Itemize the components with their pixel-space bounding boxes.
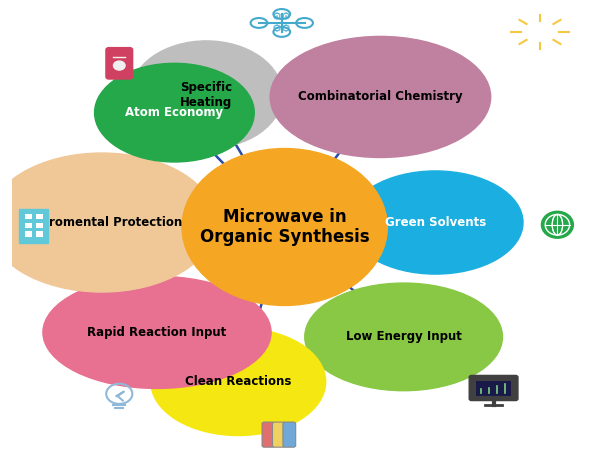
Text: Microwave in
Organic Synthesis: Microwave in Organic Synthesis	[200, 207, 369, 247]
Text: Low Energy Input: Low Energy Input	[346, 331, 462, 343]
FancyBboxPatch shape	[36, 222, 43, 228]
Text: ⚙⚙
⚙⚙: ⚙⚙ ⚙⚙	[272, 12, 292, 34]
Ellipse shape	[270, 36, 491, 158]
Ellipse shape	[182, 148, 387, 306]
FancyBboxPatch shape	[20, 209, 48, 243]
FancyBboxPatch shape	[25, 213, 32, 219]
Text: Rapid Reaction Input: Rapid Reaction Input	[87, 326, 227, 339]
Ellipse shape	[114, 61, 125, 70]
FancyBboxPatch shape	[36, 232, 43, 237]
FancyBboxPatch shape	[262, 422, 275, 447]
Text: Enviromental Protection: Enviromental Protection	[21, 216, 183, 229]
Ellipse shape	[348, 171, 523, 274]
FancyBboxPatch shape	[106, 48, 133, 79]
Ellipse shape	[305, 283, 503, 391]
Text: Clean Reactions: Clean Reactions	[185, 375, 292, 388]
Text: Combinatorial Chemistry: Combinatorial Chemistry	[298, 90, 463, 104]
Ellipse shape	[95, 63, 254, 162]
FancyBboxPatch shape	[476, 381, 511, 395]
Ellipse shape	[541, 211, 574, 238]
Ellipse shape	[0, 153, 216, 292]
Ellipse shape	[151, 328, 325, 435]
Text: ⚙: ⚙	[284, 22, 285, 24]
Text: Atom Economy: Atom Economy	[126, 106, 224, 119]
Text: Specific
Heating: Specific Heating	[180, 81, 233, 109]
FancyBboxPatch shape	[273, 422, 285, 447]
FancyBboxPatch shape	[283, 422, 296, 447]
FancyBboxPatch shape	[25, 232, 32, 237]
Ellipse shape	[130, 41, 283, 148]
FancyBboxPatch shape	[36, 213, 43, 219]
Ellipse shape	[43, 276, 271, 389]
Text: Green Solvents: Green Solvents	[385, 216, 486, 229]
FancyBboxPatch shape	[469, 375, 518, 400]
FancyBboxPatch shape	[25, 222, 32, 228]
